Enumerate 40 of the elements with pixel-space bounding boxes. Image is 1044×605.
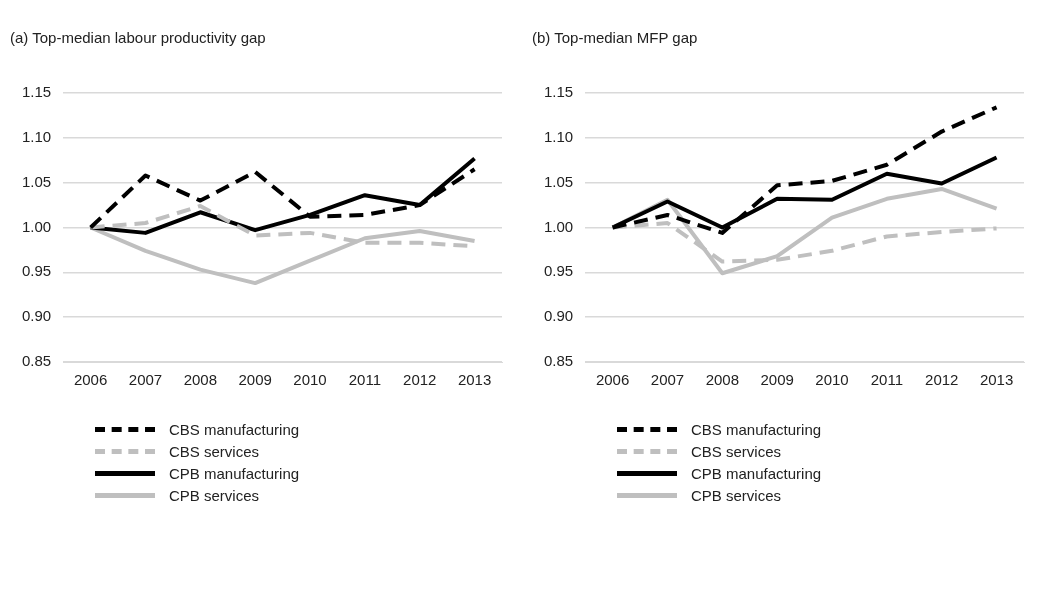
y-tick-label: 1.15 [21,83,52,101]
chart-title: (a) Top-median labour productivity gap [10,29,266,47]
legend-label: CPB services [691,486,782,504]
y-tick-label: 0.95 [21,262,52,280]
y-tick-label: 1.10 [543,127,574,145]
legend-label: CPB services [169,486,260,504]
y-tick-label: 1.05 [543,172,574,190]
legend-label: CPB manufacturing [691,464,822,482]
y-tick-label: 0.85 [543,352,574,370]
x-tick-label: 2013 [457,371,492,389]
x-tick-label: 2007 [650,371,685,389]
y-tick-label: 1.00 [543,217,574,235]
x-tick-label: 2006 [595,371,630,389]
x-tick-label: 2009 [238,371,272,389]
x-tick-label: 2012 [403,371,437,389]
y-tick-label: 1.05 [21,172,52,190]
y-tick-label: 1.00 [21,217,52,235]
x-tick-label: 2012 [925,371,959,389]
chart-title: (b) Top-median MFP gap [532,29,698,47]
y-tick-label: 0.90 [21,307,52,325]
legend-label: CBS services [691,442,782,460]
y-tick-label: 0.90 [543,307,574,325]
x-tick-label: 2008 [183,371,218,389]
x-tick-label: 2007 [128,371,163,389]
x-tick-label: 2009 [760,371,794,389]
legend-label: CBS manufacturing [691,420,822,438]
legend-label: CBS manufacturing [169,420,300,438]
x-tick-label: 2011 [348,371,382,389]
y-tick-label: 1.15 [543,83,574,101]
x-tick-label: 2010 [293,371,327,389]
x-tick-label: 2013 [979,371,1014,389]
x-tick-label: 2011 [870,371,904,389]
x-tick-label: 2006 [73,371,108,389]
x-tick-label: 2010 [815,371,849,389]
x-tick-label: 2008 [705,371,740,389]
y-tick-label: 0.95 [543,262,574,280]
legend-label: CPB manufacturing [169,464,300,482]
legend-label: CBS services [169,442,260,460]
y-tick-label: 1.10 [21,127,52,145]
y-tick-label: 0.85 [21,352,52,370]
